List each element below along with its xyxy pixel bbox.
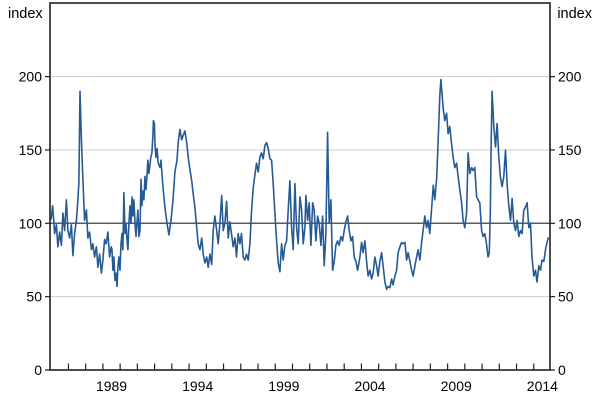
- y-tick-label-right-150: 150: [558, 142, 582, 158]
- series-line-index: [50, 78, 550, 291]
- y-tick-label-left-200: 200: [19, 69, 43, 85]
- x-tick-label-2014: 2014: [527, 378, 558, 394]
- axis-unit-label-right: index: [557, 6, 592, 22]
- plot-frame: [49, 2, 551, 371]
- axis-unit-label-left: index: [8, 6, 43, 22]
- x-tick-label-2004: 2004: [354, 378, 385, 394]
- y-tick-label-right-200: 200: [558, 69, 582, 85]
- x-tick-label-2009: 2009: [441, 378, 472, 394]
- y-tick-label-left-0: 0: [34, 362, 42, 378]
- y-tick-label-right-50: 50: [558, 289, 574, 305]
- x-tick-label-1989: 1989: [96, 378, 127, 394]
- y-tick-label-left-50: 50: [26, 289, 42, 305]
- y-tick-label-left-100: 100: [19, 215, 43, 231]
- y-tick-label-right-100: 100: [558, 215, 582, 231]
- x-tick-label-1999: 1999: [268, 378, 299, 394]
- y-tick-label-right-0: 0: [558, 362, 566, 378]
- y-tick-label-left-150: 150: [19, 142, 43, 158]
- x-tick-label-1994: 1994: [182, 378, 213, 394]
